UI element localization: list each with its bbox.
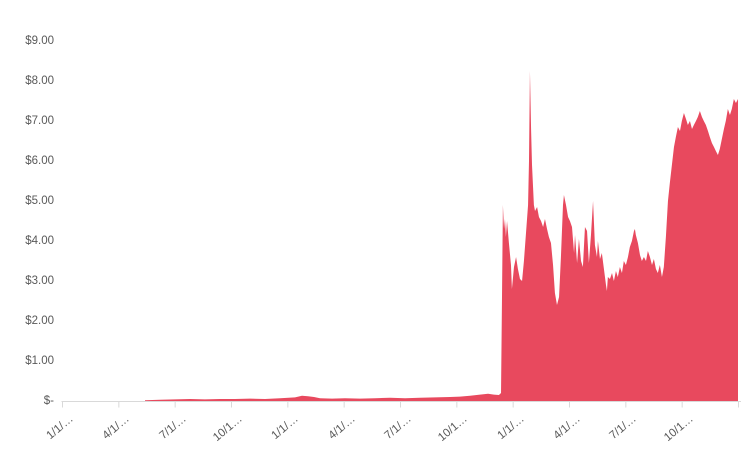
y-axis-tick-label: $1.00 bbox=[25, 355, 54, 367]
y-axis-tick-label: $3.00 bbox=[25, 275, 54, 287]
y-axis-tick-label: $4.00 bbox=[25, 235, 54, 247]
y-axis-tick-label: $2.00 bbox=[25, 315, 54, 327]
y-axis-tick-label: $6.00 bbox=[25, 155, 54, 167]
y-axis-tick-label: $9.00 bbox=[25, 35, 54, 47]
x-axis-line bbox=[61, 401, 741, 408]
area-series bbox=[145, 71, 738, 401]
y-axis-tick-label: $8.00 bbox=[25, 75, 54, 87]
y-axis-tick-label: $7.00 bbox=[25, 115, 54, 127]
y-axis-tick-label: $5.00 bbox=[25, 195, 54, 207]
y-axis-tick-label: $- bbox=[43, 395, 54, 407]
